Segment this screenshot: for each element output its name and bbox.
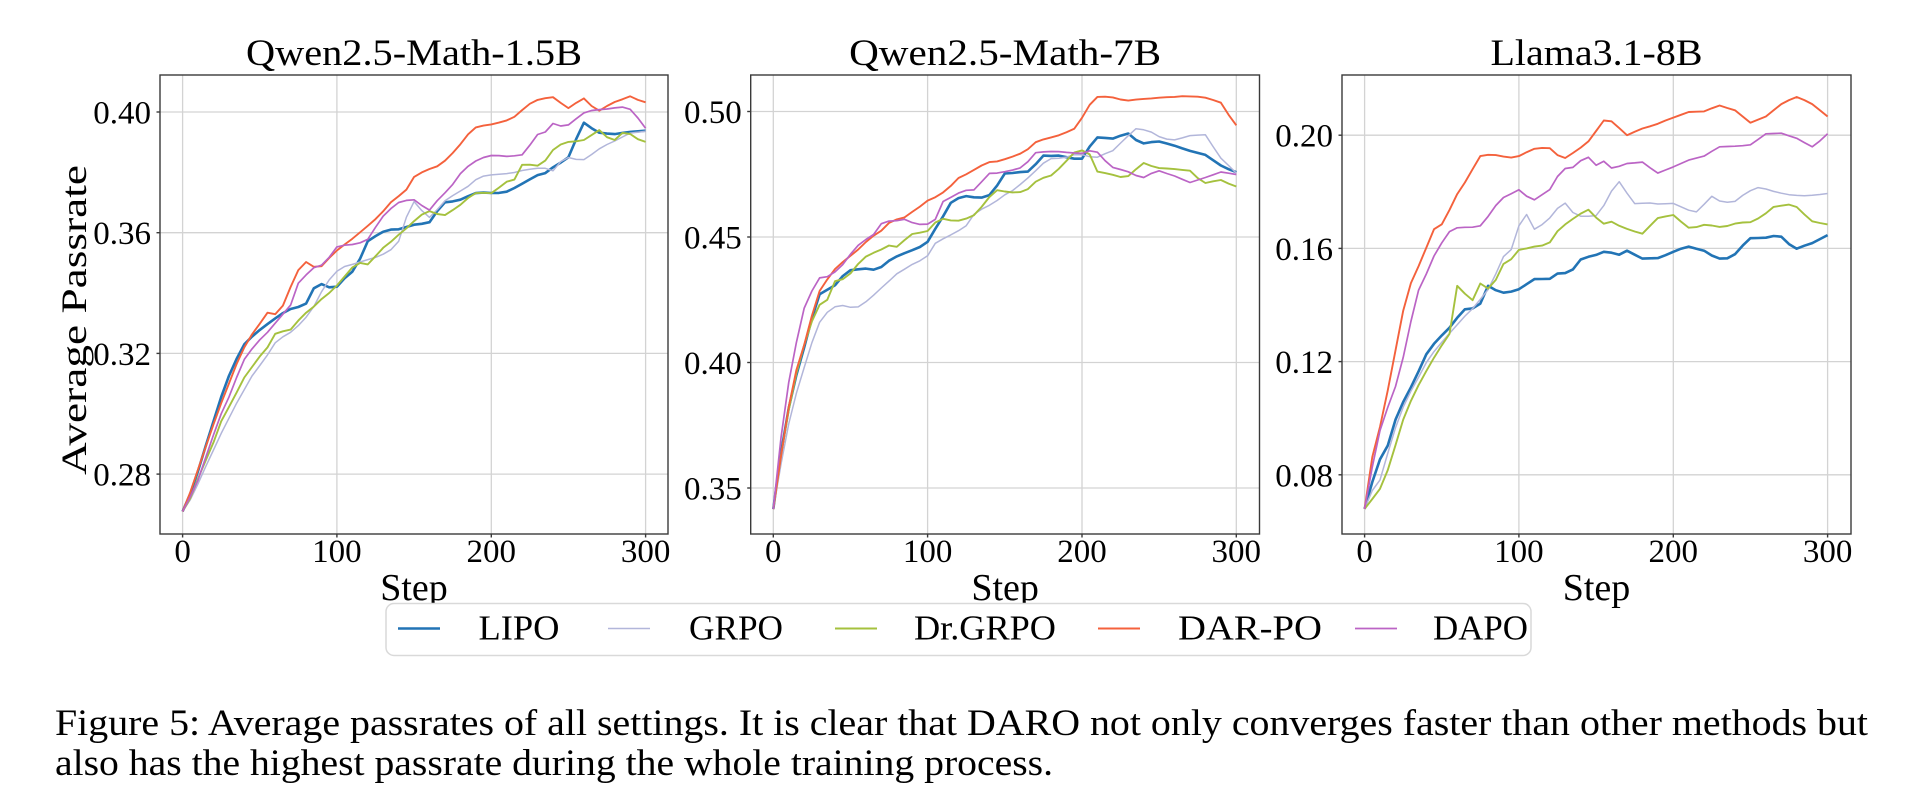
svg-text:300: 300 <box>1803 534 1853 570</box>
svg-text:Figure 5: Average passrates o: Figure 5: Average passrates of all setti… <box>55 703 1869 744</box>
svg-text:0: 0 <box>765 534 782 570</box>
svg-text:DAR-PO: DAR-PO <box>1178 609 1322 648</box>
svg-text:0.36: 0.36 <box>93 216 151 252</box>
svg-text:0.45: 0.45 <box>684 221 742 257</box>
svg-text:0.32: 0.32 <box>93 337 151 373</box>
svg-text:LIPO: LIPO <box>479 609 560 648</box>
svg-text:0.08: 0.08 <box>1275 458 1333 494</box>
svg-text:0.12: 0.12 <box>1275 345 1333 381</box>
svg-text:300: 300 <box>1212 534 1262 570</box>
svg-text:0.16: 0.16 <box>1275 232 1333 268</box>
svg-text:0.35: 0.35 <box>684 472 742 508</box>
svg-text:100: 100 <box>903 534 953 570</box>
svg-text:100: 100 <box>1494 534 1544 570</box>
svg-text:Qwen2.5-Math-7B: Qwen2.5-Math-7B <box>849 33 1161 74</box>
svg-text:200: 200 <box>1649 534 1699 570</box>
svg-text:Step: Step <box>1563 567 1631 609</box>
svg-text:Average Passrate: Average Passrate <box>54 165 94 475</box>
svg-text:DAPO: DAPO <box>1433 609 1528 648</box>
svg-text:0: 0 <box>174 534 191 570</box>
svg-text:Step: Step <box>380 567 448 609</box>
svg-text:300: 300 <box>621 534 671 570</box>
svg-text:100: 100 <box>312 534 362 570</box>
svg-text:Qwen2.5-Math-1.5B: Qwen2.5-Math-1.5B <box>246 33 582 74</box>
svg-text:0.20: 0.20 <box>1275 119 1333 155</box>
svg-text:GRPO: GRPO <box>689 609 783 648</box>
svg-text:0.28: 0.28 <box>93 458 151 494</box>
svg-text:Step: Step <box>971 567 1039 609</box>
svg-text:0.50: 0.50 <box>684 95 742 131</box>
svg-text:0: 0 <box>1356 534 1373 570</box>
svg-text:200: 200 <box>1057 534 1107 570</box>
svg-text:also has the highest passrate: also has the highest passrate during the… <box>55 743 1053 784</box>
svg-text:Llama3.1-8B: Llama3.1-8B <box>1491 33 1703 74</box>
svg-text:0.40: 0.40 <box>684 346 742 382</box>
svg-text:200: 200 <box>467 534 517 570</box>
svg-text:Dr.GRPO: Dr.GRPO <box>914 609 1056 648</box>
svg-text:0.40: 0.40 <box>93 96 151 132</box>
